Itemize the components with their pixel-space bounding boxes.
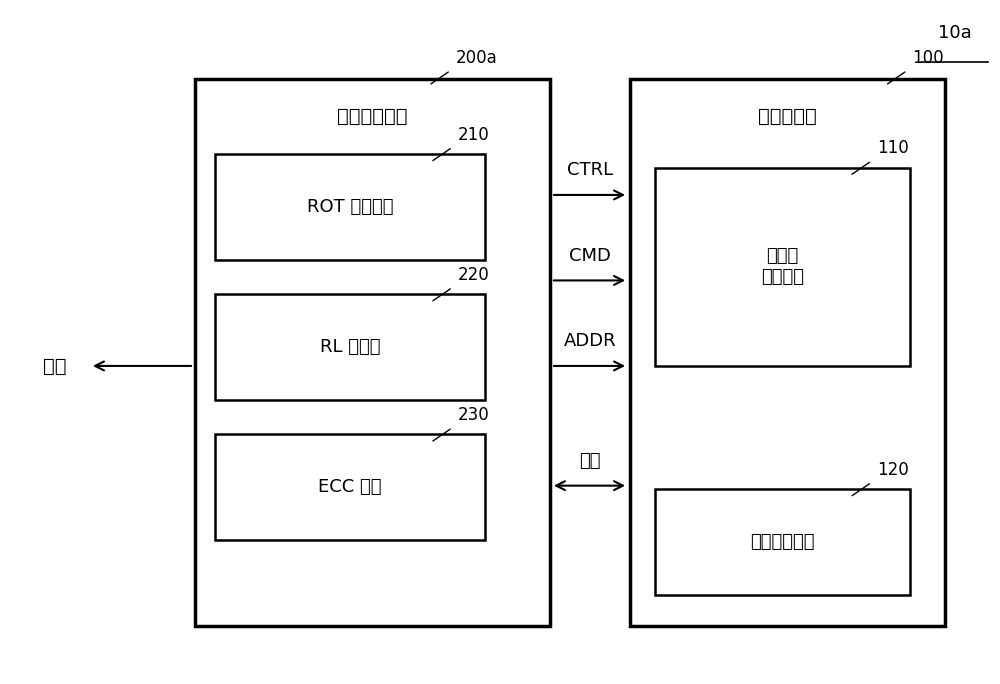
Bar bbox=[655, 168, 910, 366]
Text: 220: 220 bbox=[458, 266, 489, 284]
Text: 200a: 200a bbox=[456, 49, 497, 67]
Text: 存储器控制器: 存储器控制器 bbox=[337, 107, 408, 126]
Bar bbox=[215, 154, 485, 260]
Text: 10a: 10a bbox=[938, 24, 972, 42]
Text: ECC 单元: ECC 单元 bbox=[318, 478, 382, 497]
Text: RL 控制器: RL 控制器 bbox=[320, 338, 380, 356]
Bar bbox=[215, 294, 485, 400]
Text: 120: 120 bbox=[877, 461, 908, 479]
Text: 110: 110 bbox=[877, 140, 908, 157]
Text: 主机: 主机 bbox=[43, 356, 67, 376]
Text: 存储器装置: 存储器装置 bbox=[758, 107, 817, 126]
Text: 存储器
单元阵列: 存储器 单元阵列 bbox=[761, 248, 804, 286]
Text: ROT 存储单元: ROT 存储单元 bbox=[307, 198, 393, 216]
Bar bbox=[195, 79, 550, 626]
Bar bbox=[630, 79, 945, 626]
Text: 控制逻辑电路: 控制逻辑电路 bbox=[750, 533, 815, 551]
Text: 数据: 数据 bbox=[579, 452, 601, 470]
Bar bbox=[655, 489, 910, 595]
Bar bbox=[215, 434, 485, 540]
Text: CTRL: CTRL bbox=[567, 161, 613, 179]
Text: 210: 210 bbox=[458, 126, 489, 144]
Text: 100: 100 bbox=[912, 49, 944, 67]
Text: CMD: CMD bbox=[569, 247, 611, 265]
Text: 230: 230 bbox=[458, 406, 489, 424]
Text: ADDR: ADDR bbox=[564, 332, 616, 350]
